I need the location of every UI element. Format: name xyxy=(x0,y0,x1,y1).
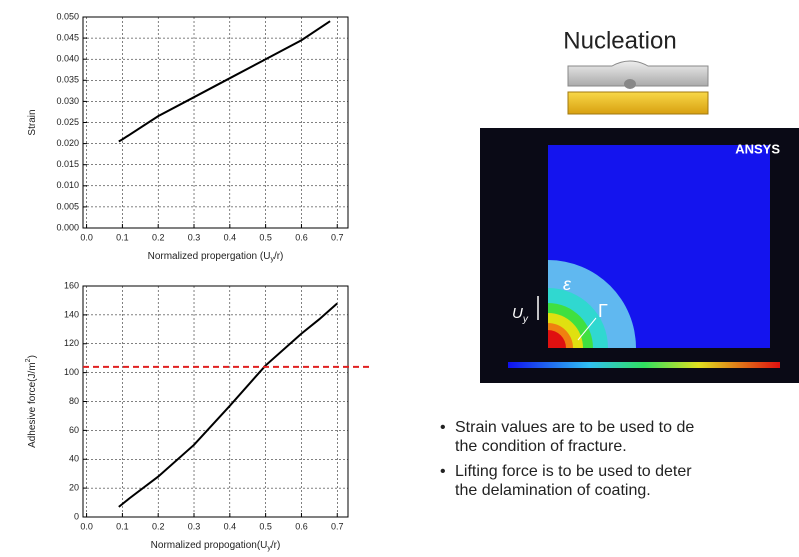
y-tick-label: 0.030 xyxy=(56,96,79,106)
x-tick-label: 0.4 xyxy=(224,232,237,242)
y-axis-label: Strain xyxy=(27,109,38,135)
x-axis-label-part: /r) xyxy=(274,251,283,262)
x-tick-label: 0.0 xyxy=(80,521,93,531)
x-axis-label-part: Normalized propogation(U xyxy=(151,540,268,551)
bullet-text: the delamination of coating. xyxy=(455,482,651,499)
y-axis-label-part: Adhesive force(J/m xyxy=(27,362,38,448)
bullet-text: Strain values are to be used to de xyxy=(455,419,694,436)
y-tick-label: 40 xyxy=(69,454,79,464)
x-axis-label: Normalized propogation(Uy/r) xyxy=(151,540,281,553)
coating-illustration xyxy=(567,60,709,115)
y-tick-label: 160 xyxy=(64,280,79,290)
bullets: • Strain values are to be used to de the… xyxy=(440,419,694,499)
y-tick-label: 0.005 xyxy=(56,201,79,211)
y-tick-label: 0.050 xyxy=(56,11,79,21)
y-tick-label: 0.040 xyxy=(56,54,79,64)
y-tick-label: 100 xyxy=(64,367,79,377)
x-tick-label: 0.3 xyxy=(188,521,201,531)
bullet-text: the condition of fracture. xyxy=(455,438,627,455)
x-tick-label: 0.0 xyxy=(80,232,93,242)
x-axis-label-part: /r) xyxy=(271,540,280,551)
x-tick-label: 0.7 xyxy=(331,232,344,242)
x-axis-label-part: Normalized propergation (U xyxy=(148,251,271,262)
simulation-image: ANSYS ε Uy Γ xyxy=(480,128,799,383)
y-tick-label: 0.015 xyxy=(56,159,79,169)
y-tick-label: 60 xyxy=(69,425,79,435)
x-tick-label: 0.2 xyxy=(152,232,165,242)
y-tick-label: 140 xyxy=(64,309,79,319)
y-tick-label: 0.025 xyxy=(56,117,79,127)
x-tick-label: 0.5 xyxy=(259,232,272,242)
y-tick-label: 0.010 xyxy=(56,180,79,190)
bullet: • xyxy=(440,419,446,436)
y-tick-label: 80 xyxy=(69,396,79,406)
y-tick-label: 0.035 xyxy=(56,75,79,85)
x-tick-label: 0.6 xyxy=(295,521,308,531)
x-tick-label: 0.1 xyxy=(116,521,129,531)
bullet-text: Lifting force is to be used to deter xyxy=(455,463,692,480)
bullet: • xyxy=(440,463,446,480)
x-tick-label: 0.6 xyxy=(295,232,308,242)
y-tick-label: 0.045 xyxy=(56,32,79,42)
y-axis-label-part: 2 xyxy=(25,358,32,362)
y-axis-label-part: ) xyxy=(27,355,38,358)
data-line xyxy=(118,20,331,143)
x-tick-label: 0.2 xyxy=(152,521,165,531)
x-tick-label: 0.3 xyxy=(188,232,201,242)
x-tick-label: 0.5 xyxy=(259,521,272,531)
u-label: Uy xyxy=(512,305,529,325)
brand: ANSYS xyxy=(735,141,780,156)
x-tick-label: 0.7 xyxy=(331,521,344,531)
y-tick-label: 0.020 xyxy=(56,138,79,148)
y-axis-label: Adhesive force(J/m2) xyxy=(25,355,37,448)
data-line xyxy=(118,302,338,508)
x-axis-label-part: y xyxy=(267,545,271,552)
x-axis-label: Normalized propergation (Uy/r) xyxy=(148,251,284,264)
strain-label: ε xyxy=(563,274,572,294)
y-tick-label: 120 xyxy=(64,338,79,348)
gamma-label: Γ xyxy=(598,301,608,321)
y-tick-label: 20 xyxy=(69,483,79,493)
y-axis-label-part: Strain xyxy=(27,109,38,135)
x-tick-label: 0.1 xyxy=(116,232,129,242)
x-axis-label-part: y xyxy=(270,256,274,263)
x-tick-label: 0.4 xyxy=(224,521,237,531)
slide-title: Nucleation xyxy=(563,27,676,54)
y-tick-label: 0 xyxy=(74,511,79,521)
y-tick-label: 0.000 xyxy=(56,222,79,232)
